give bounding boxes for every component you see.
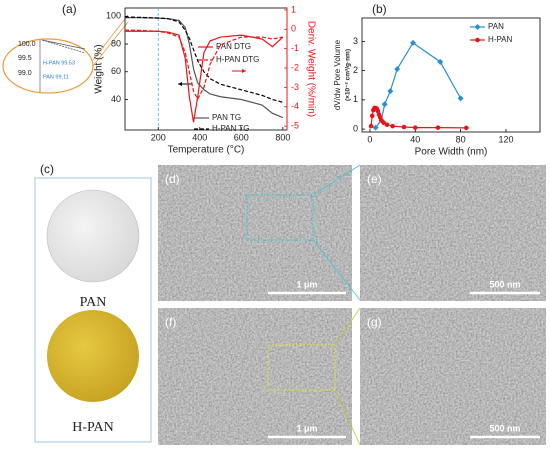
marker (390, 123, 395, 129)
panel-label: (g) (367, 315, 382, 329)
marker (457, 95, 464, 102)
inset-connector (92, 14, 129, 61)
marker (394, 66, 401, 73)
x-axis-label: Temperature (°C) (168, 145, 245, 156)
x-tick-label: 800 (275, 132, 290, 142)
scale-label: 500 nm (489, 423, 520, 433)
scale-label: 500 nm (489, 279, 520, 289)
series-line (124, 16, 284, 103)
y-tick-label: 40 (111, 94, 121, 104)
plot-frame (361, 17, 541, 133)
legend-label: PAN DTG (216, 42, 251, 51)
panel-label: (e) (367, 172, 382, 186)
y-tick-label: 2 (353, 65, 358, 75)
legend-marker (475, 37, 480, 43)
y-tick-label: 100 (106, 11, 121, 21)
y2-tick-label: 0 (291, 24, 296, 34)
arrowhead (242, 69, 246, 73)
hpan-membrane (47, 310, 139, 402)
inset-label: H-PAN 99.53 (43, 60, 75, 66)
inset-tick: 99.0 (18, 70, 32, 77)
arrowhead (178, 82, 182, 86)
legend-label: H-PAN TG (212, 124, 249, 133)
y2-tick-label: -1 (291, 43, 299, 53)
marker (464, 125, 469, 131)
x-tick-label: 400 (192, 132, 207, 142)
zoom-connector (334, 389, 361, 446)
zoom-connector (312, 239, 361, 301)
panel-label: (d) (165, 172, 180, 186)
legend-label: H-PAN DTG (216, 55, 259, 64)
marker (368, 123, 374, 129)
marker (410, 39, 417, 46)
x-axis-label: Pore Width (nm) (415, 147, 488, 158)
x-tick-label: 0 (367, 134, 372, 144)
y2-tick-label: -5 (291, 121, 299, 131)
marker (387, 88, 394, 95)
x-tick-label: 40 (410, 134, 420, 144)
pan-membrane (46, 189, 140, 283)
x-tick-label: 600 (234, 132, 249, 142)
zoom-box (267, 344, 336, 391)
panel-label: (c) (40, 162, 54, 176)
series-line (125, 29, 283, 101)
x-tick-label: 80 (456, 134, 466, 144)
y-axis-unit: (×10⁻² cm³/g·nm) (345, 49, 352, 101)
zoom-connector (312, 164, 361, 196)
marker (381, 101, 388, 108)
y-tick-label: 1 (353, 94, 358, 104)
inset-tick: 100.0 (18, 41, 36, 48)
series-line (124, 16, 284, 119)
panel-label: (a) (62, 2, 77, 16)
legend-marker (474, 24, 481, 30)
marker (372, 124, 379, 131)
series-line (375, 41, 462, 128)
y-tick-label: 3 (353, 36, 358, 46)
y2-tick-label: -3 (291, 82, 299, 92)
sem-image (360, 308, 546, 445)
y-tick-label: 60 (111, 66, 121, 76)
y2-axis-label: Deriv. Weight (%/min) (305, 21, 316, 117)
marker (437, 58, 444, 65)
inset-curve (41, 39, 86, 50)
panel-label: (f) (165, 315, 176, 329)
sem-image (158, 165, 352, 301)
legend-label: H-PAN (488, 35, 513, 44)
inset-tick: 99.5 (18, 55, 32, 62)
marker (381, 120, 386, 125)
y-tick-label: 0 (353, 123, 358, 133)
legend-label: PAN (488, 22, 504, 31)
zoom-box (246, 194, 314, 241)
y2-tick-label: 1 (291, 4, 296, 14)
marker (435, 125, 441, 130)
inset-connector (92, 21, 129, 67)
marker (375, 108, 381, 114)
photo-label: PAN (80, 295, 107, 310)
plot-frame (124, 7, 288, 131)
marker (412, 125, 418, 130)
y2-tick-label: -2 (291, 62, 299, 72)
y-tick-label: 80 (111, 38, 121, 48)
marker (384, 122, 390, 127)
y-axis-label: dV/dw Pore Volume (333, 39, 342, 110)
sem-image (158, 308, 352, 445)
inset-label: PAN 99.11 (43, 74, 69, 80)
zoom-connector (334, 307, 361, 346)
inset-curve (41, 39, 86, 54)
x-tick-label: 200 (151, 132, 166, 142)
marker (369, 113, 375, 119)
series-line (125, 30, 284, 123)
marker (401, 124, 407, 130)
scale-label: 1 μm (296, 423, 317, 433)
legend-label: PAN TG (212, 113, 241, 122)
y-axis-label: Weight (%) (94, 44, 105, 93)
scale-label: 1 μm (296, 279, 317, 289)
photo-label: H-PAN (72, 420, 114, 435)
sem-image (360, 165, 546, 301)
panel-label: (b) (372, 2, 387, 16)
x-tick-label: 120 (498, 134, 513, 144)
y2-tick-label: -4 (291, 101, 299, 111)
